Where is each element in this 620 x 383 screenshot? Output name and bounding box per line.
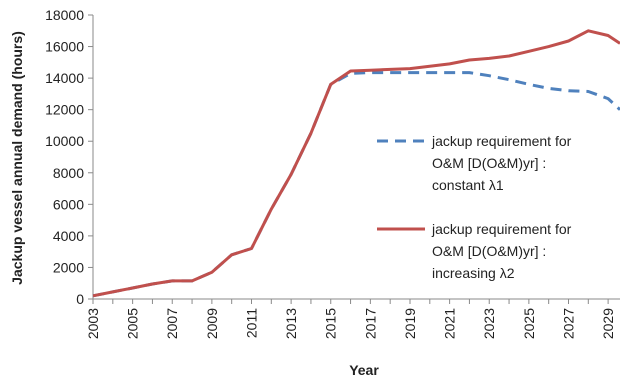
x-tick-label: 2029 [600,308,616,339]
legend-label-2: jackup requirement for [431,221,572,237]
series-line-1 [92,71,620,298]
legend-label-1: constant λ1 [432,177,504,193]
x-tick-label: 2017 [362,308,378,339]
y-tick-label: 14000 [45,70,84,86]
y-axis-ticks: 0 2000 4000 6000 8000 10000 12000 14000 16000 180… [45,7,93,307]
legend-label-1: jackup requirement for [431,133,572,149]
chart-series [92,29,620,298]
x-tick-label: 2005 [125,308,141,339]
x-tick-label: 2021 [442,308,458,339]
x-tick-label: 2023 [481,308,497,339]
x-tick-label: 2027 [560,308,576,339]
x-tick-label: 2009 [204,308,220,339]
y-tick-label: 16000 [45,39,84,55]
y-tick-label: 6000 [53,196,84,212]
chart-axes [92,15,620,300]
chart-legend: jackup requirement for O&M [D(O&M)yr] : co… [377,133,572,281]
y-axis-title: Jackup vessel annual demand (hours) [9,31,25,285]
y-tick-label: 18000 [45,7,84,23]
y-tick-label: 2000 [53,259,84,275]
x-axis-title: Year [349,362,379,378]
x-axis-ticks: 2003 2005 2007 2009 2011 2013 2015 2017 2019 2021… [85,299,616,339]
x-tick-label: 2013 [283,308,299,339]
y-tick-label: 12000 [45,102,84,118]
x-tick-label: 2015 [323,308,339,339]
x-tick-label: 2025 [521,308,537,339]
legend-label-2: increasing λ2 [432,265,515,281]
x-tick-label: 2011 [243,308,259,338]
x-tick-label: 2019 [402,308,418,339]
y-tick-label: 8000 [53,165,84,181]
y-tick-label: 0 [76,291,84,307]
series-line-2 [92,29,620,298]
legend-label-2: O&M [D(O&M)yr] : [432,243,546,259]
y-tick-label: 10000 [45,133,84,149]
y-tick-label: 4000 [53,228,84,244]
x-tick-label: 2003 [85,308,101,339]
x-tick-label: 2007 [164,308,180,339]
legend-label-1: O&M [D(O&M)yr] : [432,155,546,171]
